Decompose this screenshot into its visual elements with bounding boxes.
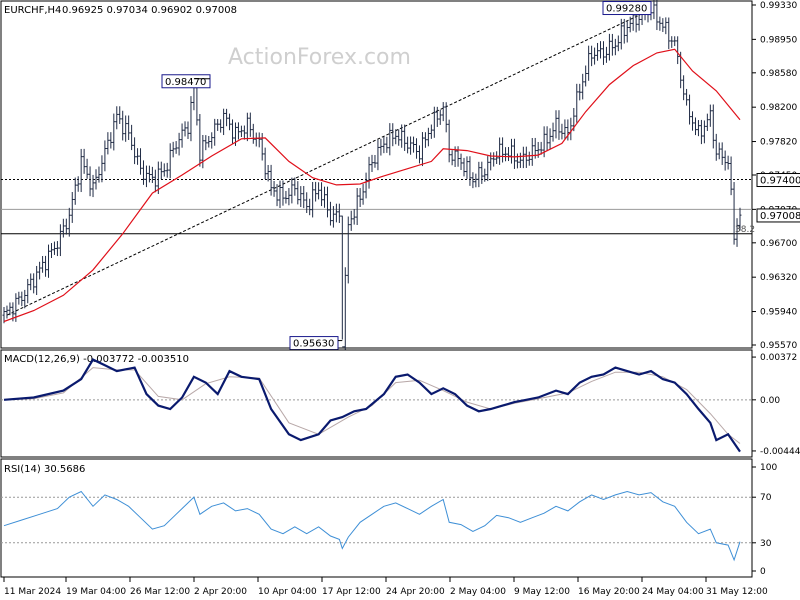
x-tick-label: 19 Mar 04:00 [66,587,126,597]
macd-tick-label: 0.00 [760,396,780,406]
x-tick-label: 17 Apr 12:00 [322,587,381,597]
price-tick-label: 0.95570 [760,341,797,351]
rsi-panel [0,458,753,578]
x-tick-label: 2 May 04:00 [450,587,506,597]
moving-average-line [3,48,741,323]
price-annotations: 0.98470 0.99280 0.95630 0.97400 0.97008 38.2 [161,1,800,351]
price-panel [0,0,753,349]
x-tick-label: 24 Apr 20:00 [386,587,445,597]
price-tick-label: 0.95940 [760,308,797,318]
price-tick-label: 0.96700 [760,239,797,249]
chart-symbol: EURCHF,H4 [4,5,61,16]
high-label-98470-box [161,74,211,89]
x-tick-label: 24 May 04:00 [642,587,704,597]
macd-line [3,358,741,453]
price-bars [2,0,742,355]
price-gridlines [1,179,752,235]
x-tick-label: 2 Apr 20:00 [194,587,247,597]
high-label-99280: 0.99280 [606,4,647,15]
level-label-97400-box [756,173,800,188]
price-tick-label: 0.99330 [760,1,797,11]
rsi-y-axis: 100 70 30 0 [752,463,777,577]
time-x-axis: 11 Mar 2024 19 Mar 04:00 26 Mar 12:00 2 Apr… [3,577,768,597]
price-tick-label: 0.97820 [760,138,797,148]
trendline-segment [6,9,652,316]
level-label-97400: 0.97400 [760,176,800,187]
low-label-95630: 0.95630 [293,339,334,350]
price-tick-label: 0.98200 [760,103,797,113]
ohlc-values: 0.96925 0.97034 0.96902 0.97008 [62,5,237,16]
rsi-tick-label: 30 [760,539,772,549]
x-tick-label: 26 Mar 12:00 [130,587,190,597]
rsi-series-line [3,490,741,562]
macd-tick-label: 0.00372 [760,353,797,363]
x-tick-label: 9 May 12:00 [514,587,570,597]
fib-level-label: 38.2 [735,225,755,235]
x-tick-label: 11 Mar 2024 [4,587,61,597]
rsi-levels [1,496,752,544]
current-price-label-box [756,208,800,223]
macd-lines [3,358,741,453]
macd-title: MACD(12,26,9) -0.003772 -0.003510 [4,354,189,365]
high-label-99280-box [602,1,652,16]
x-tick-label: 10 Apr 04:00 [258,587,317,597]
price-tick-label: 0.98580 [760,69,797,79]
price-tick-label: 0.96320 [760,273,797,283]
rsi-tick-label: 100 [760,463,777,473]
rsi-title: RSI(14) 30.5686 [4,464,85,475]
high-label-98470: 0.98470 [165,77,206,88]
x-tick-label: 16 May 20:00 [578,587,640,597]
current-price-label: 0.97008 [760,211,800,222]
macd-tick-label: -0.004447 [760,447,800,457]
sma-line [3,48,741,323]
x-tick-label: 31 May 12:00 [706,587,768,597]
rsi-tick-label: 70 [760,493,772,503]
price-tick-label: 0.98950 [760,35,797,45]
watermark: ActionForex.com [228,45,411,70]
rsi-line [3,490,741,562]
macd-panel [0,349,753,458]
macd-y-axis: 0.00372 0.00 -0.004447 [752,353,800,457]
trendline [6,9,652,316]
rsi-tick-label: 0 [760,567,766,577]
